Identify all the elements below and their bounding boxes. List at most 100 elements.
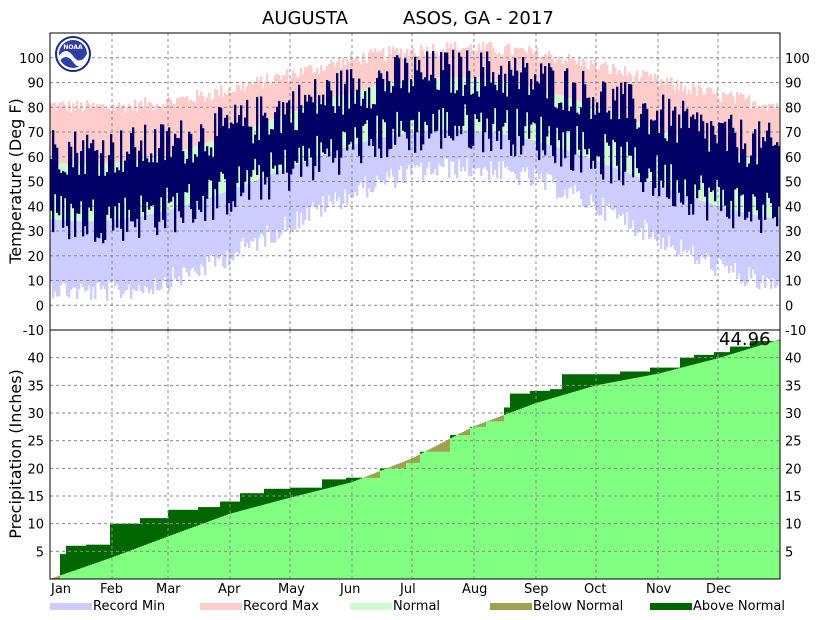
observed-temp-bar	[438, 90, 441, 110]
observed-temp-bar	[114, 172, 117, 207]
below-normal-precip-bar	[404, 461, 407, 469]
normal-precip-bar	[86, 566, 89, 579]
record-max-bar	[230, 93, 233, 135]
above-normal-precip-bar	[708, 354, 711, 361]
observed-temp-bar	[322, 94, 325, 153]
observed-temp-bar	[270, 129, 273, 153]
record-max-bar	[304, 66, 307, 108]
record-min-bar	[718, 206, 721, 258]
normal-precip-bar	[130, 550, 133, 579]
observed-temp-bar	[252, 143, 255, 170]
normal-precip-bar	[526, 406, 529, 579]
above-normal-precip-bar	[320, 487, 323, 490]
normal-precip-bar	[368, 475, 371, 579]
normal-precip-bar	[192, 527, 195, 579]
record-min-bar	[330, 151, 333, 202]
record-min-bar	[278, 171, 281, 239]
record-min-bar	[458, 129, 461, 159]
temperature-y-tick-label: 80	[27, 101, 44, 116]
record-min-bar	[762, 216, 765, 276]
record-min-bar	[84, 221, 87, 292]
record-min-bar	[364, 141, 367, 177]
record-max-bar	[158, 105, 161, 156]
normal-precip-bar	[472, 426, 475, 579]
record-min-bar	[654, 183, 657, 239]
observed-temp-bar	[776, 142, 779, 227]
observed-temp-bar	[314, 78, 317, 167]
normal-precip-bar	[420, 453, 423, 579]
record-min-bar	[694, 198, 697, 265]
record-max-bar	[536, 47, 539, 89]
above-normal-precip-bar	[600, 374, 603, 385]
normal-precip-bar	[422, 452, 425, 579]
below-normal-precip-bar	[778, 339, 781, 342]
normal-precip-bar	[232, 512, 235, 579]
observed-temp-bar	[218, 107, 221, 182]
above-normal-precip-bar	[142, 518, 145, 546]
below-normal-precip-bar	[416, 455, 419, 463]
record-min-bar	[656, 184, 659, 242]
above-normal-precip-bar	[166, 518, 169, 537]
record-min-bar	[178, 207, 181, 277]
above-normal-precip-bar	[140, 518, 143, 547]
normal-precip-bar	[334, 486, 337, 579]
observed-temp-bar	[172, 145, 175, 197]
normal-precip-bar	[540, 401, 543, 579]
record-max-bar	[646, 71, 649, 126]
record-min-bar	[376, 138, 379, 176]
record-min-bar	[606, 164, 609, 207]
record-min-bar	[506, 134, 509, 167]
observed-temp-bar	[578, 114, 581, 150]
normal-precip-bar	[216, 518, 219, 579]
above-normal-precip-bar	[508, 407, 511, 414]
record-max-bar	[528, 45, 531, 87]
record-max-bar	[594, 59, 597, 107]
record-min-bar	[314, 157, 317, 208]
above-normal-precip-bar	[138, 523, 141, 548]
above-normal-precip-bar	[288, 488, 291, 498]
normal-range-bar	[576, 100, 579, 154]
record-min-bar	[380, 137, 383, 182]
record-min-bar	[114, 219, 117, 286]
legend-swatch	[200, 603, 242, 610]
record-max-bar	[232, 91, 235, 134]
above-normal-precip-bar	[248, 493, 251, 509]
normal-precip-bar	[164, 537, 167, 579]
record-max-bar	[698, 84, 701, 145]
chart-title-station: AUGUSTA	[262, 8, 349, 29]
record-min-bar	[66, 220, 69, 297]
normal-precip-bar	[594, 385, 597, 579]
record-max-bar	[490, 41, 493, 81]
below-normal-precip-bar	[376, 472, 379, 478]
below-normal-precip-bar	[464, 430, 467, 436]
record-min-bar	[62, 220, 65, 283]
record-min-bar	[504, 134, 507, 168]
record-min-bar	[774, 218, 777, 288]
above-normal-precip-bar	[704, 354, 707, 362]
normal-precip-bar	[706, 361, 709, 579]
observed-temp-bar	[700, 114, 703, 176]
above-normal-precip-bar	[246, 493, 249, 510]
above-normal-precip-bar	[72, 545, 75, 571]
temperature-y-tick-label: 90	[785, 77, 802, 92]
normal-precip-bar	[158, 539, 161, 579]
record-min-bar	[288, 167, 291, 228]
record-min-bar	[712, 204, 715, 271]
above-normal-precip-bar	[634, 371, 637, 379]
observed-temp-bar	[380, 73, 383, 159]
observed-temp-bar	[154, 129, 157, 228]
observed-temp-bar	[186, 158, 189, 193]
record-min-bar	[274, 172, 277, 243]
record-max-bar	[568, 53, 571, 99]
observed-temp-bar	[50, 159, 53, 211]
normal-range-bar	[634, 121, 637, 176]
observed-temp-bar	[440, 52, 443, 149]
record-max-bar	[302, 73, 305, 109]
above-normal-precip-bar	[226, 501, 229, 515]
normal-precip-bar	[588, 387, 591, 579]
legend-swatch	[650, 603, 692, 610]
normal-precip-bar	[204, 522, 207, 579]
record-min-bar	[708, 203, 711, 257]
observed-temp-bar	[464, 84, 467, 105]
record-min-bar	[446, 129, 449, 160]
